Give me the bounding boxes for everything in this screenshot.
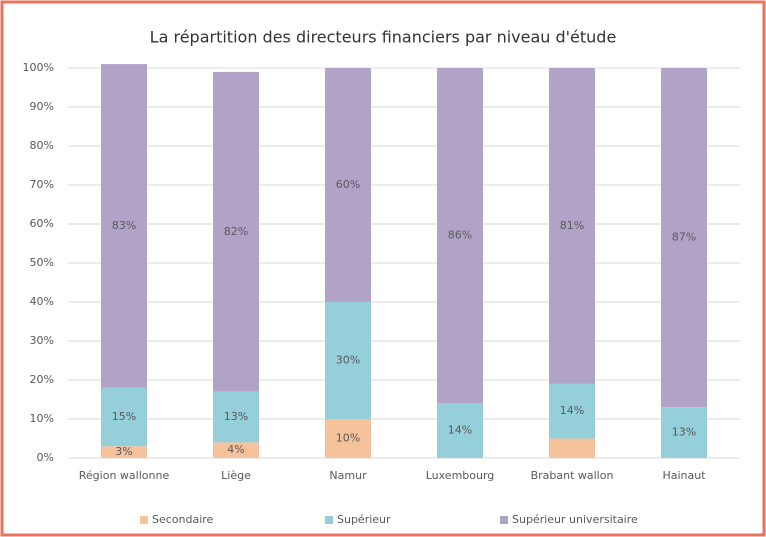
x-tick-label: Luxembourg: [426, 469, 495, 482]
bar-segment: [101, 64, 147, 388]
bar-segment: [213, 442, 259, 458]
y-tick-label: 50%: [30, 256, 54, 269]
data-label: 14%: [560, 404, 584, 417]
y-tick-label: 70%: [30, 178, 54, 191]
bar-segment: [437, 68, 483, 404]
y-tick-label: 80%: [30, 139, 54, 152]
x-tick-label: Namur: [329, 469, 367, 482]
y-tick-label: 100%: [23, 61, 54, 74]
bar-segment: [325, 302, 371, 419]
data-label: 10%: [336, 432, 360, 445]
legend-swatch: [140, 516, 148, 524]
legend-swatch: [500, 516, 508, 524]
bar-segment: [101, 387, 147, 447]
bar-segment: [213, 391, 259, 443]
data-label: 60%: [336, 178, 360, 191]
y-tick-label: 0%: [37, 451, 54, 464]
data-label: 15%: [112, 410, 136, 423]
data-label: 13%: [672, 426, 696, 439]
bar-segment: [325, 419, 371, 458]
y-tick-label: 20%: [30, 373, 54, 386]
data-label: 3%: [115, 445, 132, 458]
bar-segment: [549, 68, 595, 384]
bar-segment: [437, 403, 483, 458]
data-label: 86%: [448, 229, 472, 242]
bar-segment: [101, 446, 147, 458]
bar-segment: [661, 407, 707, 458]
legend-label: Secondaire: [152, 513, 214, 526]
x-tick-label: Hainaut: [662, 469, 706, 482]
legend-label: Supérieur universitaire: [512, 513, 638, 526]
y-tick-label: 10%: [30, 412, 54, 425]
data-label: 4%: [227, 443, 244, 456]
y-tick-label: 60%: [30, 217, 54, 230]
bar-segment: [549, 383, 595, 439]
bar-segment: [549, 438, 595, 458]
legend-label: Supérieur: [337, 513, 391, 526]
legend-swatch: [325, 516, 333, 524]
data-label: 13%: [224, 410, 248, 423]
data-label: 87%: [672, 231, 696, 244]
data-label: 83%: [112, 219, 136, 232]
x-tick-label: Brabant wallon: [531, 469, 614, 482]
chart-title: La répartition des directeurs financiers…: [150, 28, 617, 47]
data-label: 14%: [448, 424, 472, 437]
x-tick-label: Liège: [221, 469, 251, 482]
bar-segment: [213, 71, 259, 392]
y-tick-label: 30%: [30, 334, 54, 347]
y-tick-label: 90%: [30, 100, 54, 113]
data-label: 82%: [224, 225, 248, 238]
bar-segment: [325, 68, 371, 302]
data-label: 81%: [560, 219, 584, 232]
x-tick-label: Région wallonne: [79, 469, 170, 482]
bar-segment: [661, 68, 707, 408]
y-tick-label: 40%: [30, 295, 54, 308]
data-label: 30%: [336, 354, 360, 367]
